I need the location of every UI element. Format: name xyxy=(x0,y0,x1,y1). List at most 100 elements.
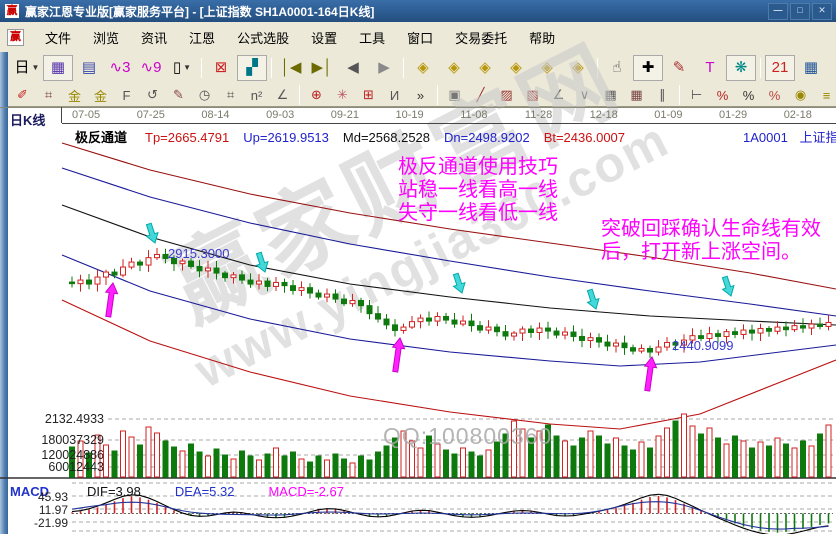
boxed-grid-icon[interactable]: ⊞ xyxy=(356,84,381,106)
menu-item-资讯[interactable]: 资讯 xyxy=(141,30,168,46)
target-circle-icon[interactable]: ⊕ xyxy=(304,84,329,106)
gann-diamond-updown-icon[interactable]: ◈ xyxy=(563,55,593,81)
fan-lines-icon[interactable]: ╱ xyxy=(468,84,493,106)
calendar-icon: 21 xyxy=(771,59,789,76)
ruler-grid-icon[interactable]: ⌗ xyxy=(218,84,243,106)
gold-grid-b-icon[interactable]: 金 xyxy=(88,84,113,106)
color-volume-icon[interactable]: ▞ xyxy=(237,55,267,81)
more-tools-chevron[interactable]: » xyxy=(408,84,433,106)
title-bar[interactable]: 赢 赢家江恩专业版[赢家服务平台] - [上证指数 SH1A0001-164日K… xyxy=(0,0,836,22)
gann-diamond-star-icon[interactable]: ◈ xyxy=(532,55,562,81)
angle-tool-icon[interactable]: ∠ xyxy=(270,84,295,106)
macd-label: MACD xyxy=(10,484,49,499)
time-cycle-icon[interactable]: ◷ xyxy=(192,84,217,106)
vee-lines-icon[interactable]: ∨ xyxy=(572,84,597,106)
gann-diamond-star-icon: ◈ xyxy=(541,59,553,76)
gann-diamond-expand-icon[interactable]: ◈ xyxy=(470,55,500,81)
percent-line-icon[interactable]: % xyxy=(710,84,735,106)
first-page-icon: │◀ xyxy=(280,59,302,76)
calendar-icon[interactable]: 21 xyxy=(765,55,795,81)
macd-dea-value: DEA=5.32 xyxy=(174,484,235,499)
menu-item-交易委托[interactable]: 交易委托 xyxy=(455,30,508,46)
maximize-button[interactable]: □ xyxy=(790,3,810,20)
price-grid-icon[interactable]: ▦ xyxy=(598,84,623,106)
percent-levels-icon[interactable]: % xyxy=(762,84,787,106)
indicator-values[interactable]: 极反通道 Tp=2665.4791 Up=2619.9513 Md=2568.2528… xyxy=(75,127,639,146)
menu-item-设置[interactable]: 设置 xyxy=(311,30,338,46)
hand-tool-icon: ☝ xyxy=(612,59,622,76)
menu-item-窗口[interactable]: 窗口 xyxy=(407,30,434,46)
candle-style-icon[interactable]: ▯ ▼ xyxy=(167,55,197,81)
frame-tool-icon: ▣ xyxy=(448,87,461,102)
fan-box-icon[interactable]: ▨ xyxy=(494,84,519,106)
close-button[interactable]: ✕ xyxy=(812,3,832,20)
menu-item-江恩[interactable]: 江恩 xyxy=(189,30,216,46)
macd-dif-value: DIF=3.98 xyxy=(87,484,141,499)
menu-item-工具[interactable]: 工具 xyxy=(359,30,386,46)
gann-diamond-right-icon[interactable]: ◈ xyxy=(439,55,469,81)
gann-grid-icon[interactable]: ⌗ xyxy=(36,84,61,106)
prev-page-icon[interactable]: ◀ xyxy=(338,55,368,81)
hand-tool-icon[interactable]: ☝ xyxy=(602,55,632,81)
first-page-icon[interactable]: │◀ xyxy=(276,55,306,81)
gold-levels-icon[interactable]: ≡ xyxy=(814,84,836,106)
square-n2-icon[interactable]: n² xyxy=(244,84,269,106)
date-tick-label: 09-21 xyxy=(330,109,359,121)
toolbar-separator xyxy=(271,58,272,78)
kline-period-icon[interactable]: 日 ▼ xyxy=(12,55,42,81)
prev-page-icon: ◀ xyxy=(347,59,359,76)
menu-item-帮助[interactable]: 帮助 xyxy=(529,30,556,46)
gann-diamond-left-icon[interactable]: ◈ xyxy=(408,55,438,81)
wave-mark-icon: И xyxy=(389,87,400,103)
crosshair-icon[interactable]: ✚ xyxy=(633,55,663,81)
time-cycle-icon: ◷ xyxy=(198,87,211,102)
crosshair-icon: ✚ xyxy=(641,59,655,76)
brush-tool-icon: ✐ xyxy=(17,87,28,102)
menu-items: 文件 浏览 资讯 江恩 公式选股 设置 工具 窗口 交易委托 帮助 xyxy=(34,24,566,51)
spiral-tool-icon[interactable]: ↺ xyxy=(140,84,165,106)
last-page-icon[interactable]: ▶│ xyxy=(307,55,337,81)
frame-tool-icon[interactable]: ▣ xyxy=(442,84,467,106)
menu-item-公式选股[interactable]: 公式选股 xyxy=(237,30,290,46)
candle-style-icon: ▯ xyxy=(172,59,182,76)
next-page-icon[interactable]: ▶ xyxy=(369,55,399,81)
draw-line-icon: ✎ xyxy=(672,59,686,76)
trend-pen-icon[interactable]: ✎ xyxy=(166,84,191,106)
fibonacci-icon[interactable]: F xyxy=(114,84,139,106)
toolbar-separator xyxy=(437,85,438,105)
brush-tool-icon[interactable]: ✐ xyxy=(10,84,35,106)
percent-icon: % xyxy=(742,87,755,103)
gann-diamond-shrink-icon: ◈ xyxy=(510,59,522,76)
gold-grid-a-icon[interactable]: 金 xyxy=(62,84,87,106)
annotation-breakout: 突破回踩确认生命线有效 后，打开新上涨空间。 xyxy=(601,218,821,263)
app-logo-icon: 赢 xyxy=(5,4,19,18)
percent-icon[interactable]: % xyxy=(736,84,761,106)
menu-item-浏览[interactable]: 浏览 xyxy=(93,30,120,46)
gold-circle-icon[interactable]: ◉ xyxy=(788,84,813,106)
minimize-button[interactable]: — xyxy=(768,3,788,20)
gann-diamond-shrink-icon[interactable]: ◈ xyxy=(501,55,531,81)
quote-matrix-icon[interactable]: ▦ xyxy=(43,55,73,81)
f10-report-icon[interactable]: ▤ xyxy=(74,55,104,81)
macd-header[interactable]: MACD DIF=3.98 DEA=5.32 MACD=-2.67 xyxy=(10,484,344,499)
parallel-lines-icon[interactable]: ∥ xyxy=(650,84,675,106)
text-label-icon[interactable]: T xyxy=(695,55,725,81)
menu-item-文件[interactable]: 文件 xyxy=(45,30,72,46)
trend-angle-icon[interactable]: ∠ xyxy=(546,84,571,106)
draw-line-icon[interactable]: ✎ xyxy=(664,55,694,81)
fan-grid-icon[interactable]: ▧ xyxy=(520,84,545,106)
scale-ruler-icon[interactable]: ⊢ xyxy=(684,84,709,106)
indicator-md: Md=2568.2528 xyxy=(342,130,431,145)
minute3-chart-icon[interactable]: ∿3 xyxy=(105,55,135,81)
wave-mark-icon[interactable]: И xyxy=(382,84,407,106)
grid-arrow-icon[interactable]: ▦ xyxy=(624,84,649,106)
trade-window-icon[interactable]: ⊠ xyxy=(206,55,236,81)
formula-brain-icon[interactable]: ❋ xyxy=(726,55,756,81)
pane-label: 日K线 xyxy=(10,113,46,128)
minute9-chart-icon[interactable]: ∿9 xyxy=(136,55,166,81)
next-page-icon: ▶ xyxy=(378,59,390,76)
calculator-icon[interactable]: ▦ xyxy=(796,55,826,81)
star-burst-icon[interactable]: ✳ xyxy=(330,84,355,106)
